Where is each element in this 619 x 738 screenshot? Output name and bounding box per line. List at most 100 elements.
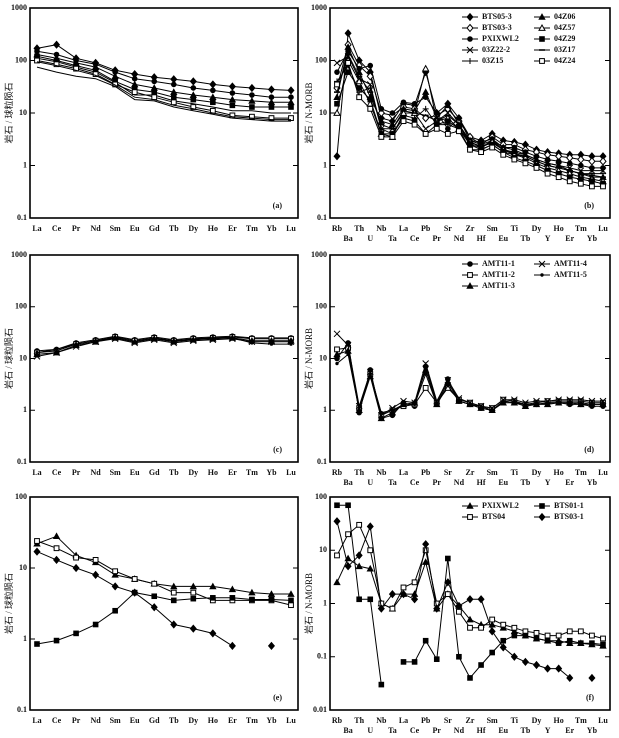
marker <box>422 130 429 137</box>
marker <box>600 635 606 642</box>
x-tick-label: Tm <box>246 468 258 477</box>
marker <box>500 637 507 644</box>
marker <box>566 673 574 683</box>
x-tick-label: Tb <box>169 224 179 233</box>
marker <box>444 578 452 587</box>
x-tick-label: Dy <box>532 224 542 233</box>
x-tick-label: Zr <box>466 224 475 233</box>
marker <box>478 624 484 631</box>
y-tick-label: 1000 <box>11 3 27 12</box>
marker <box>288 104 294 110</box>
marker <box>151 89 158 95</box>
marker <box>489 144 496 151</box>
marker <box>500 151 507 158</box>
marker <box>228 82 236 91</box>
x-tick-label: Zr <box>466 468 475 477</box>
marker <box>366 81 374 88</box>
marker <box>478 149 484 155</box>
marker <box>112 568 119 575</box>
marker <box>421 558 430 565</box>
marker <box>579 400 583 405</box>
marker <box>92 570 100 579</box>
x-tick-label: Pr <box>433 726 442 733</box>
marker <box>170 94 177 100</box>
marker <box>444 376 452 384</box>
marker <box>600 183 606 190</box>
legend-label: PXIXWL2 <box>482 34 519 43</box>
y-tick-label: 10 <box>19 353 27 362</box>
x-tick-label: Eu <box>498 234 508 243</box>
marker <box>590 402 594 407</box>
marker <box>555 396 563 404</box>
marker <box>556 400 561 405</box>
marker <box>423 372 428 376</box>
marker <box>555 664 563 673</box>
x-tick-label: Nd <box>90 468 101 477</box>
marker <box>400 584 407 591</box>
marker <box>544 632 551 639</box>
marker <box>534 402 539 407</box>
x-tick-label: Pr <box>433 478 442 487</box>
marker <box>131 576 138 582</box>
marker <box>411 595 419 604</box>
x-tick-label: Y <box>545 726 551 733</box>
marker <box>190 96 197 103</box>
marker <box>538 23 546 31</box>
marker <box>577 180 584 187</box>
y-tick-label: 100 <box>315 55 327 64</box>
series-line <box>36 57 291 114</box>
marker <box>500 621 507 628</box>
marker <box>456 128 462 135</box>
marker <box>499 643 507 652</box>
marker <box>228 95 237 103</box>
marker <box>73 630 79 637</box>
marker <box>366 564 374 572</box>
x-tick-label: Tm <box>246 224 258 233</box>
marker <box>267 85 275 94</box>
x-tick-label: U <box>367 234 373 243</box>
x-tick-label: Sm <box>487 468 498 477</box>
marker <box>555 632 562 639</box>
marker <box>189 582 197 590</box>
legend-label: BTS03-3 <box>482 23 512 32</box>
marker <box>411 121 418 128</box>
marker <box>488 404 496 412</box>
marker <box>511 156 518 163</box>
x-tick-label: Ba <box>343 726 352 733</box>
x-tick-label: Sr <box>444 224 452 233</box>
marker <box>335 361 339 366</box>
marker <box>566 178 573 185</box>
plot-frame <box>329 496 611 711</box>
x-tick-label: Yb <box>587 478 598 487</box>
x-tick-label: Er <box>565 234 574 243</box>
marker <box>390 408 395 412</box>
marker <box>599 157 607 166</box>
x-tick-label: Sm <box>110 716 121 725</box>
x-tick-label: La <box>32 468 41 477</box>
x-tick-label: Eu <box>130 468 140 477</box>
marker <box>377 604 385 613</box>
marker <box>53 349 60 356</box>
x-tick-label: Dy <box>188 716 198 725</box>
marker <box>367 62 374 69</box>
y-tick-label: 1 <box>23 160 27 169</box>
marker <box>544 170 551 177</box>
series-line <box>337 521 592 678</box>
marker <box>250 341 254 345</box>
x-tick-label: Yb <box>266 468 277 477</box>
marker <box>151 580 158 587</box>
marker <box>54 347 59 352</box>
marker <box>523 402 528 407</box>
x-tick-label: Dy <box>188 224 198 233</box>
marker <box>355 551 363 560</box>
y-tick-label: 10 <box>19 108 27 117</box>
marker <box>389 110 396 116</box>
x-tick-label: Er <box>565 726 574 733</box>
marker <box>389 404 396 412</box>
marker <box>190 595 197 602</box>
marker <box>388 408 397 416</box>
marker <box>345 502 351 509</box>
y-tick-label: 100 <box>315 492 327 501</box>
x-tick-label: Lu <box>598 224 608 233</box>
marker <box>433 656 440 662</box>
